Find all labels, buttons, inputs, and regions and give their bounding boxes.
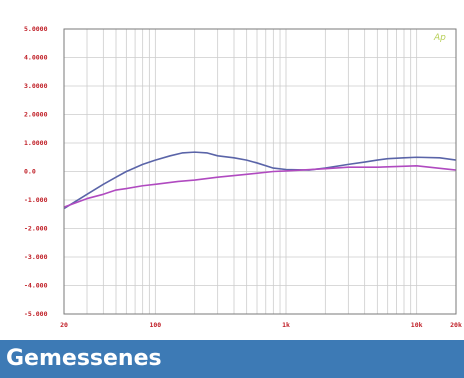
x-tick-label: 10k (411, 321, 423, 329)
footer-banner: Gemessenes (0, 340, 464, 378)
y-tick-label: -3.000 (24, 253, 48, 261)
series-line-2 (63, 165, 457, 208)
watermark-logo: Ap (433, 33, 446, 43)
y-tick-label: 5.0000 (24, 25, 48, 33)
series-line-1 (63, 151, 457, 210)
y-tick-label: 1.0000 (24, 139, 48, 147)
x-tick-label: 1k (282, 321, 290, 329)
y-axis-tick-labels: 5.0000 4.0000 3.0000 2.0000 1.0000 0.0 -1.000 -… (24, 25, 48, 318)
y-tick-label: -2.000 (24, 225, 48, 233)
x-tick-label: 20k (450, 321, 462, 329)
plot-background (0, 0, 464, 340)
x-tick-label: 100 (149, 321, 161, 329)
chart-panel: 5.0000 4.0000 3.0000 2.0000 1.0000 0.0 -1.000 -… (0, 0, 464, 340)
x-tick-label: 20 (60, 321, 68, 329)
y-tick-label: 3.0000 (24, 82, 48, 90)
y-tick-label: -1.000 (24, 196, 48, 204)
plot-frame (63, 28, 457, 315)
series-layer (63, 151, 457, 210)
frequency-response-chart: 5.0000 4.0000 3.0000 2.0000 1.0000 0.0 -1.000 -… (0, 0, 464, 340)
y-tick-label: -5.000 (24, 310, 48, 318)
y-tick-label: 0.0 (24, 168, 36, 176)
y-tick-label: 2.0000 (24, 111, 48, 119)
y-tick-label: -4.000 (24, 282, 48, 290)
y-tick-label: 4.0000 (24, 54, 48, 62)
x-axis-tick-labels: 20 100 1k 10k 20k (60, 321, 462, 329)
